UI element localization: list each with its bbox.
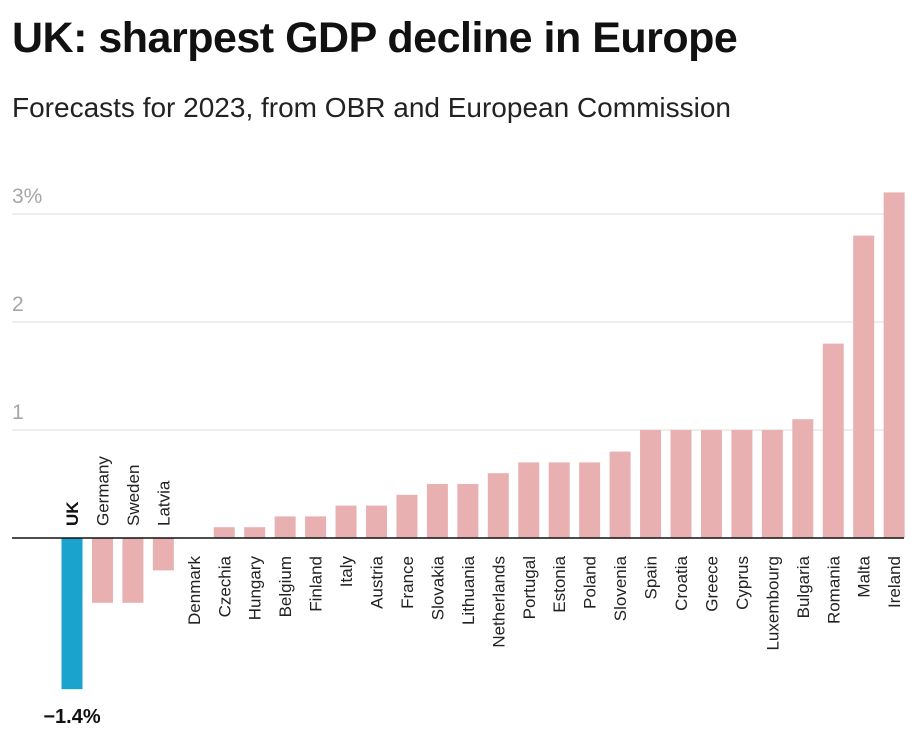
bar-poland xyxy=(579,462,601,538)
category-label-slovakia: Slovakia xyxy=(428,555,447,620)
bar-croatia xyxy=(670,430,692,538)
y-tick-label: 3% xyxy=(12,185,42,208)
bar-belgium xyxy=(274,516,296,538)
bar-lithuania xyxy=(457,484,479,538)
category-label-hungary: Hungary xyxy=(246,556,265,621)
category-label-austria: Austria xyxy=(368,555,387,608)
category-label-slovenia: Slovenia xyxy=(611,555,630,621)
category-label-denmark: Denmark xyxy=(185,556,204,625)
category-label-germany: Germany xyxy=(93,456,112,526)
category-label-croatia: Croatia xyxy=(672,555,691,610)
category-label-czechia: Czechia xyxy=(215,555,234,617)
category-label-finland: Finland xyxy=(307,556,326,612)
category-label-malta: Malta xyxy=(855,555,874,597)
chart-title: UK: sharpest GDP decline in Europe xyxy=(12,14,738,62)
category-label-luxembourg: Luxembourg xyxy=(763,556,782,651)
category-label-greece: Greece xyxy=(702,556,721,612)
category-label-poland: Poland xyxy=(581,556,600,609)
bar-portugal xyxy=(518,462,540,538)
category-label-sweden: Sweden xyxy=(124,465,143,526)
bar-sweden xyxy=(122,538,144,603)
bar-spain xyxy=(640,430,662,538)
bar-netherlands xyxy=(487,473,509,538)
bar-cyprus xyxy=(731,430,753,538)
category-label-netherlands: Netherlands xyxy=(489,556,508,648)
data-label-uk: −1.4% xyxy=(43,706,100,728)
category-label-portugal: Portugal xyxy=(520,556,539,619)
category-label-lithuania: Lithuania xyxy=(459,555,478,625)
category-label-france: France xyxy=(398,556,417,609)
bar-austria xyxy=(366,505,387,538)
bar-latvia xyxy=(152,538,174,571)
category-label-bulgaria: Bulgaria xyxy=(794,555,813,618)
gridlines: 1 2 3% xyxy=(12,185,904,431)
bar-estonia xyxy=(548,462,570,538)
category-label-estonia: Estonia xyxy=(550,555,569,612)
category-label-spain: Spain xyxy=(642,556,661,599)
bar-finland xyxy=(305,516,327,538)
bar-uk xyxy=(61,538,83,690)
category-label-belgium: Belgium xyxy=(276,556,295,617)
category-labels: UK Germany Sweden Latvia Denmark Czechia Hunga… xyxy=(43,456,904,729)
bar-romania xyxy=(822,343,844,538)
bar-germany xyxy=(91,538,113,603)
category-label-cyprus: Cyprus xyxy=(733,556,752,610)
y-tick-label: 1 xyxy=(12,401,24,424)
bar-france xyxy=(396,494,418,538)
bar-slovakia xyxy=(426,484,448,538)
bar-czechia xyxy=(213,527,235,538)
category-label-uk: UK xyxy=(63,501,82,526)
category-label-latvia: Latvia xyxy=(154,480,173,526)
bar-bulgaria xyxy=(792,419,814,538)
bar-slovenia xyxy=(609,451,631,538)
bar-hungary xyxy=(244,527,266,538)
category-label-ireland: Ireland xyxy=(885,556,904,608)
bar-ireland xyxy=(883,192,905,538)
chart-subtitle: Forecasts for 2023, from OBR and Europea… xyxy=(12,92,731,123)
category-label-italy: Italy xyxy=(337,556,356,588)
y-tick-label: 2 xyxy=(12,293,24,316)
bars xyxy=(12,192,905,690)
bar-italy xyxy=(335,505,357,538)
bar-luxembourg xyxy=(761,430,783,538)
bar-greece xyxy=(700,430,722,538)
bar-malta xyxy=(853,235,875,538)
category-label-romania: Romania xyxy=(824,555,843,624)
